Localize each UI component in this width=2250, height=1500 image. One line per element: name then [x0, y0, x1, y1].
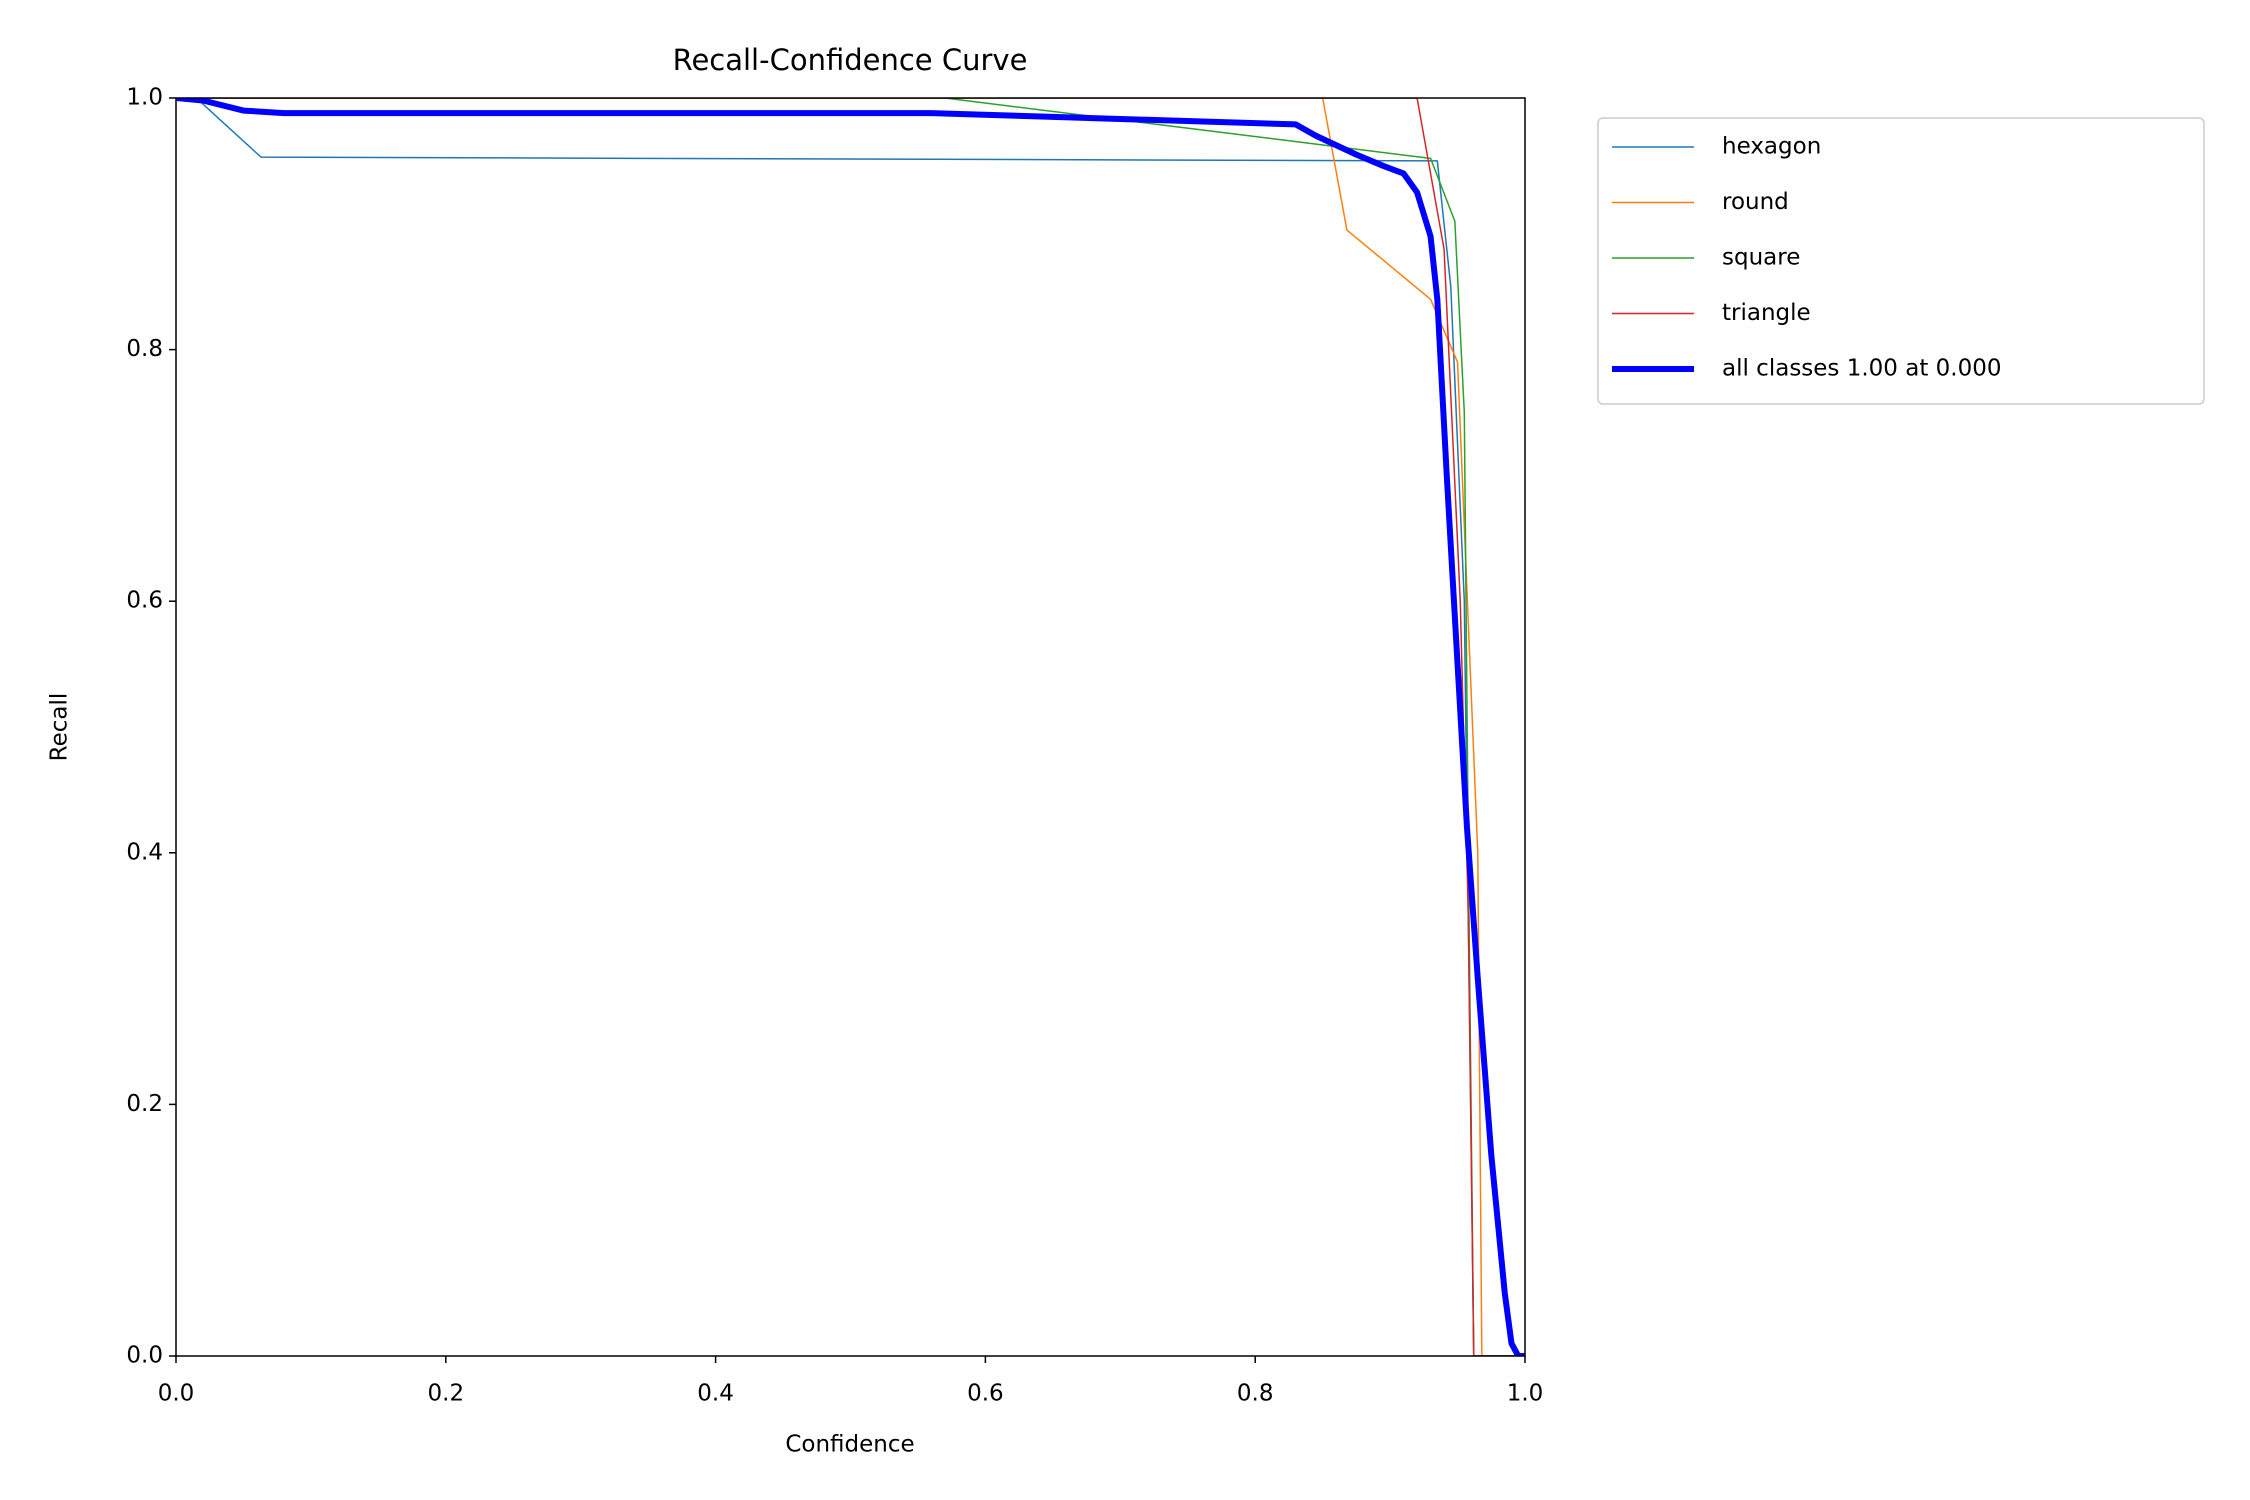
series-line	[176, 98, 1525, 1356]
x-tick-label: 0.0	[158, 1381, 195, 1407]
legend-label: triangle	[1722, 300, 1811, 326]
x-tick-label: 0.6	[967, 1381, 1004, 1407]
series-line	[176, 98, 1525, 1356]
y-tick-label: 0.6	[126, 588, 163, 614]
series-line	[176, 98, 1525, 1356]
chart-title: Recall-Confidence Curve	[673, 43, 1028, 77]
y-tick-label: 0.8	[126, 336, 163, 362]
x-tick-label: 1.0	[1507, 1381, 1544, 1407]
y-tick-label: 0.4	[126, 839, 163, 865]
legend-label: all classes 1.00 at 0.000	[1722, 356, 2002, 382]
x-tick-label: 0.4	[697, 1381, 734, 1407]
x-tick-label: 0.8	[1237, 1381, 1274, 1407]
y-tick-label: 0.2	[126, 1091, 163, 1117]
y-tick-label: 0.0	[126, 1343, 163, 1369]
legend-box	[1597, 117, 2205, 405]
x-axis-label: Confidence	[785, 1432, 914, 1458]
y-tick-label: 1.0	[126, 85, 163, 111]
legend-label: hexagon	[1722, 134, 1821, 160]
legend-label: round	[1722, 189, 1789, 215]
x-tick-label: 0.2	[428, 1381, 465, 1407]
legend-label: square	[1722, 245, 1800, 271]
y-axis-label: Recall	[47, 693, 73, 762]
plot-frame	[175, 97, 1526, 1357]
